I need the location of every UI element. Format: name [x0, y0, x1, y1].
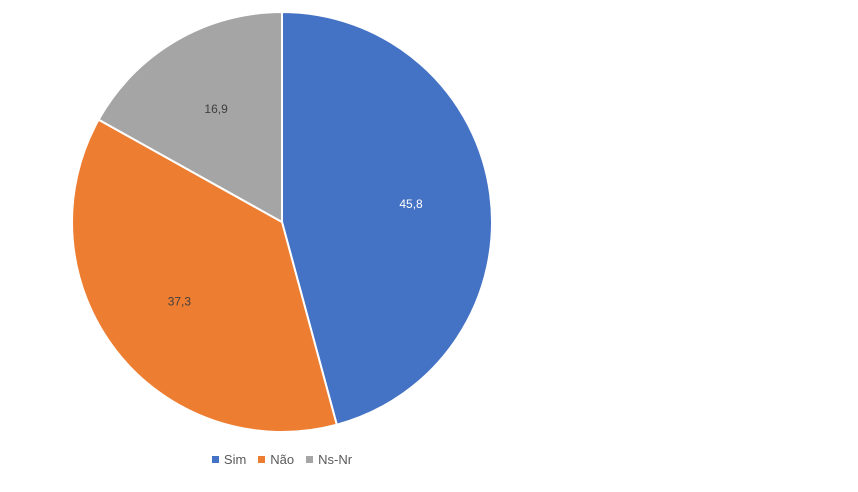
pie-slice-sim: [281, 10, 493, 426]
legend-swatch-ns-nr: [306, 456, 314, 463]
data-label-ns-nr: 16,9: [204, 102, 228, 116]
pie-slice-nao: [71, 118, 339, 433]
pie-slice-ns-nr: [97, 10, 283, 224]
legend-item-sim: Sim: [211, 452, 247, 467]
legend-label-sim: Sim: [223, 452, 247, 467]
legend-swatch-sim: [211, 456, 219, 463]
legend-item-ns-nr: Ns-Nr: [306, 452, 352, 467]
legend-label-ns-nr: Ns-Nr: [318, 452, 353, 467]
data-label-nao: 37,3: [168, 294, 192, 308]
legend-item-nao: Não: [258, 452, 294, 467]
legend-swatch-nao: [258, 456, 266, 463]
chart-legend: Sim Não Ns-Nr: [0, 452, 564, 467]
legend-label-nao: Não: [270, 452, 295, 467]
data-label-sim: 45,8: [399, 197, 423, 211]
